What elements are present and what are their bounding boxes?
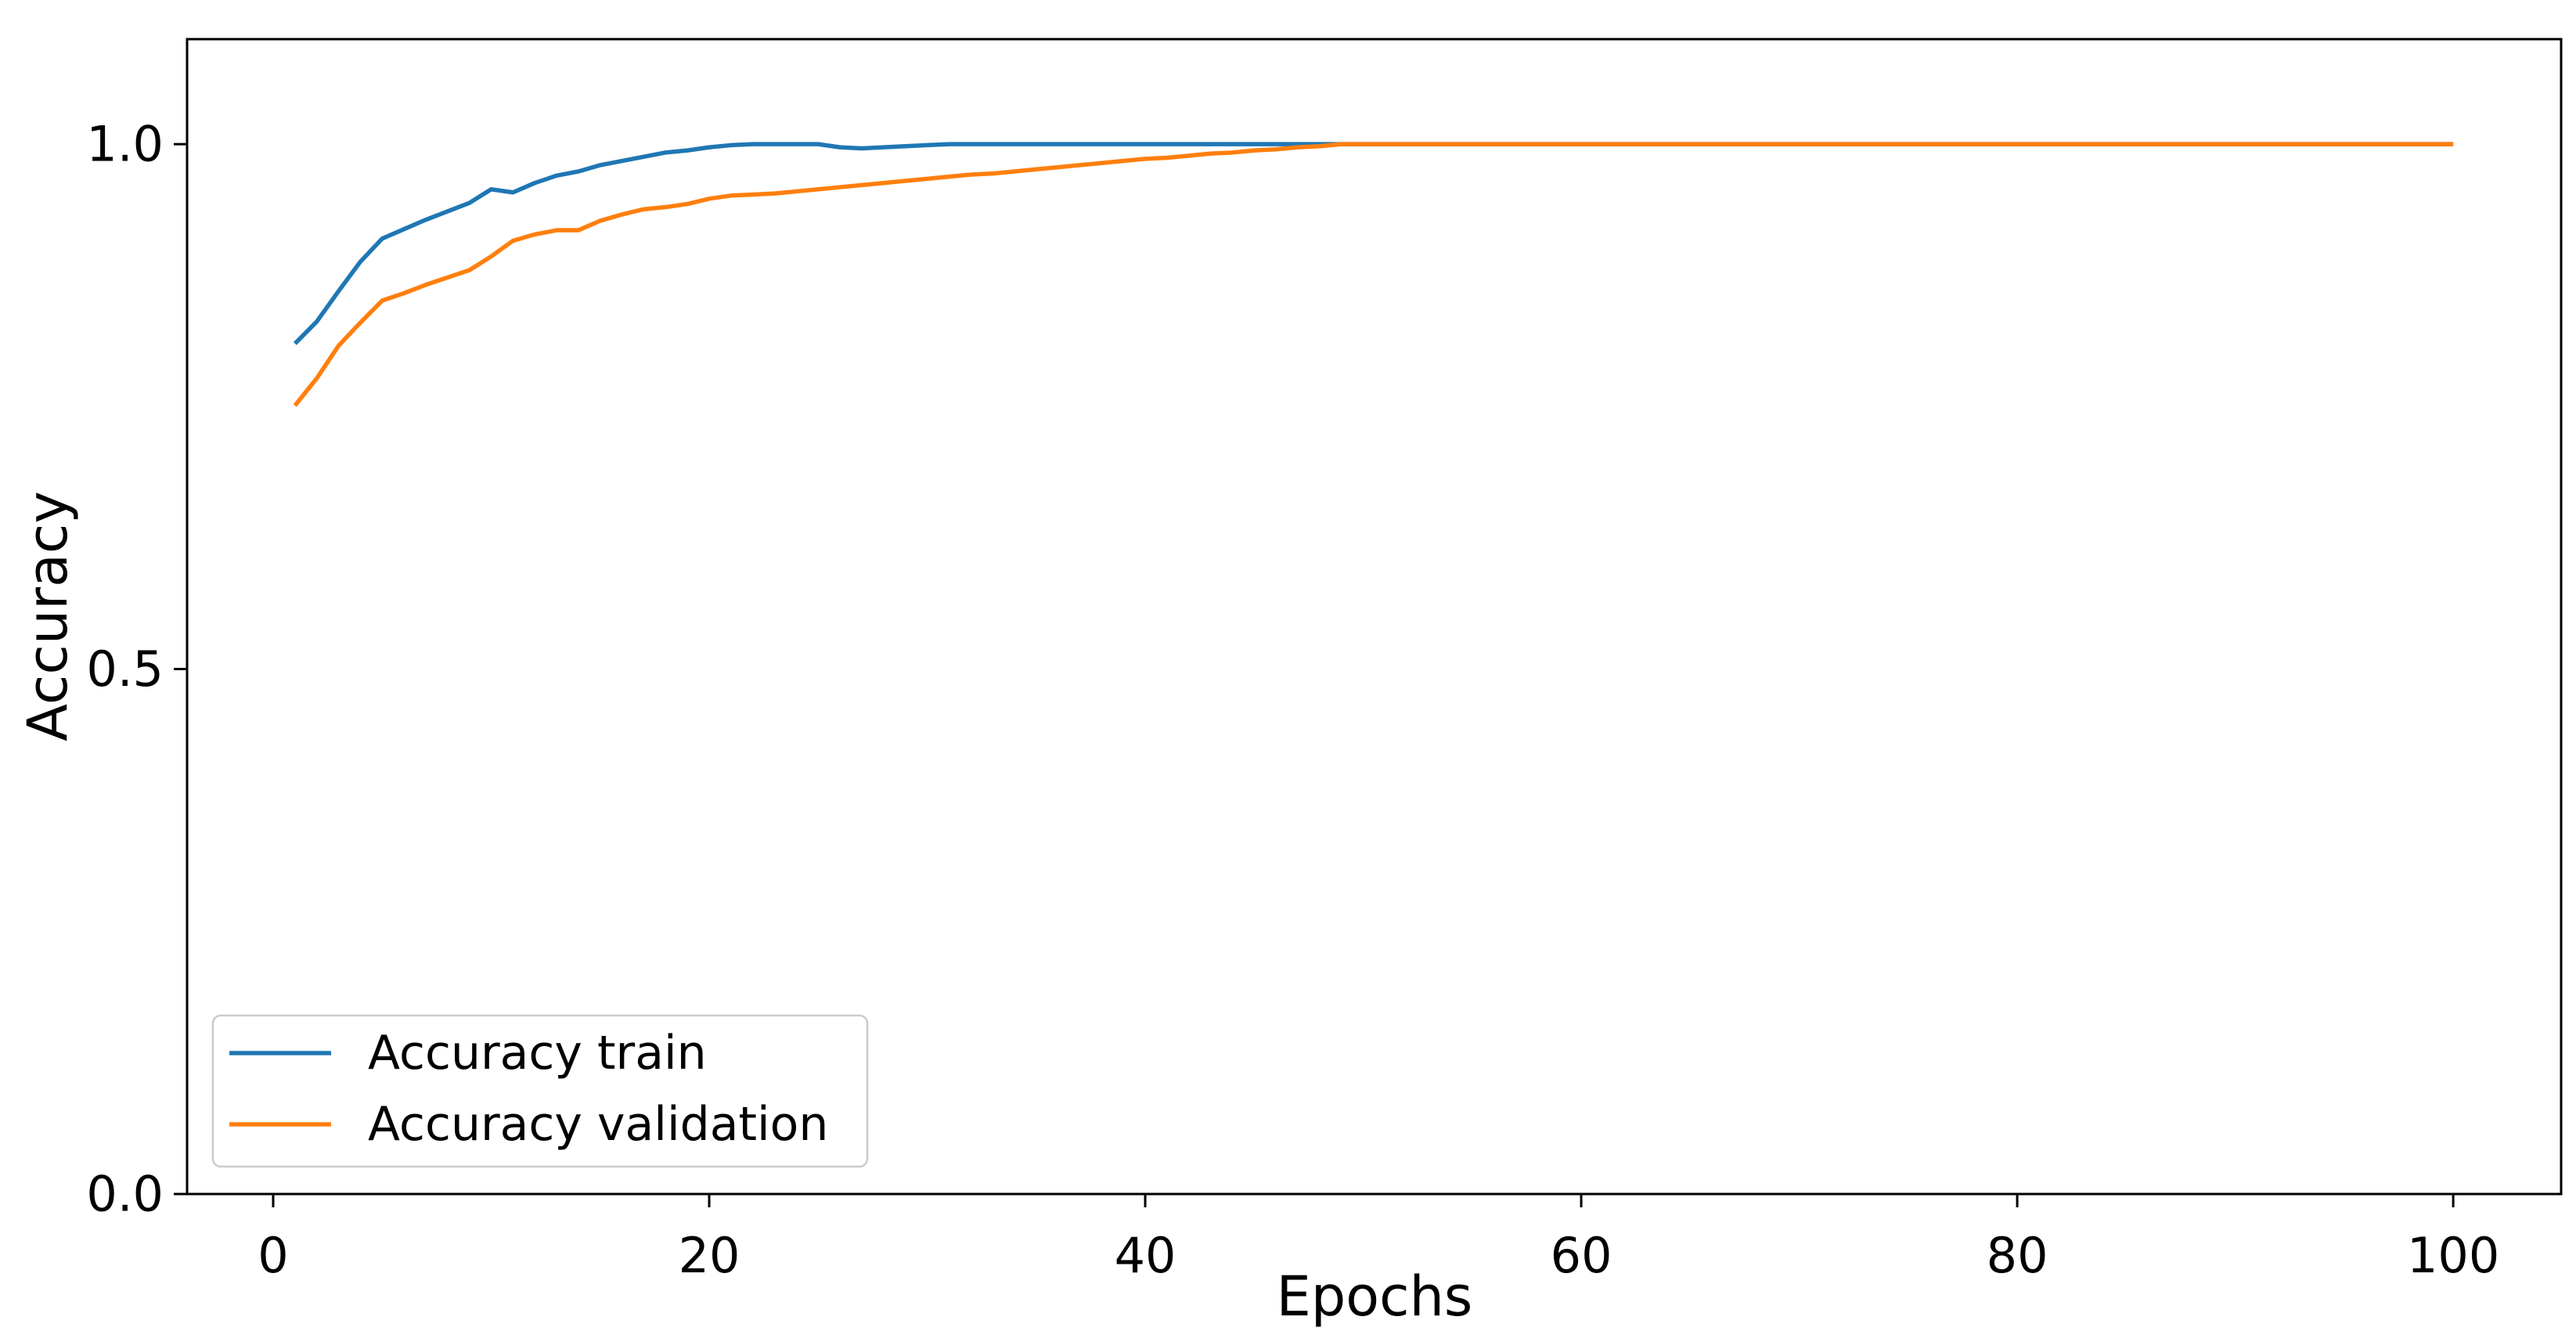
x-tick-label: 0 <box>258 1227 288 1284</box>
legend-box <box>211 1014 869 1168</box>
x-tick-label: 60 <box>1551 1227 1612 1284</box>
x-tick-label: 100 <box>2407 1227 2499 1284</box>
legend-validation-label: Accuracy validation <box>368 1097 828 1152</box>
y-tick-label: 0.0 <box>86 1166 164 1223</box>
x-axis-label: Epochs <box>1277 1264 1473 1329</box>
series-lines <box>293 142 2454 407</box>
train-line <box>293 142 2454 345</box>
y-axis-label: Accuracy <box>16 491 80 741</box>
validation-line <box>293 142 2454 407</box>
x-tick-label: 40 <box>1115 1227 1176 1284</box>
legend-train-label: Accuracy train <box>368 1026 707 1080</box>
x-tick-label: 20 <box>679 1227 740 1284</box>
legend: Accuracy train Accuracy validation <box>211 1014 869 1168</box>
plot-area-border <box>186 38 2563 1196</box>
x-tick-label: 80 <box>1987 1227 2048 1284</box>
y-tick-label: 0.5 <box>86 640 164 698</box>
y-axis-ticks: 0.0 0.5 1.0 <box>86 116 187 1223</box>
y-tick-label: 1.0 <box>86 116 164 173</box>
x-axis-ticks: 0 20 40 60 80 100 <box>258 1194 2499 1284</box>
